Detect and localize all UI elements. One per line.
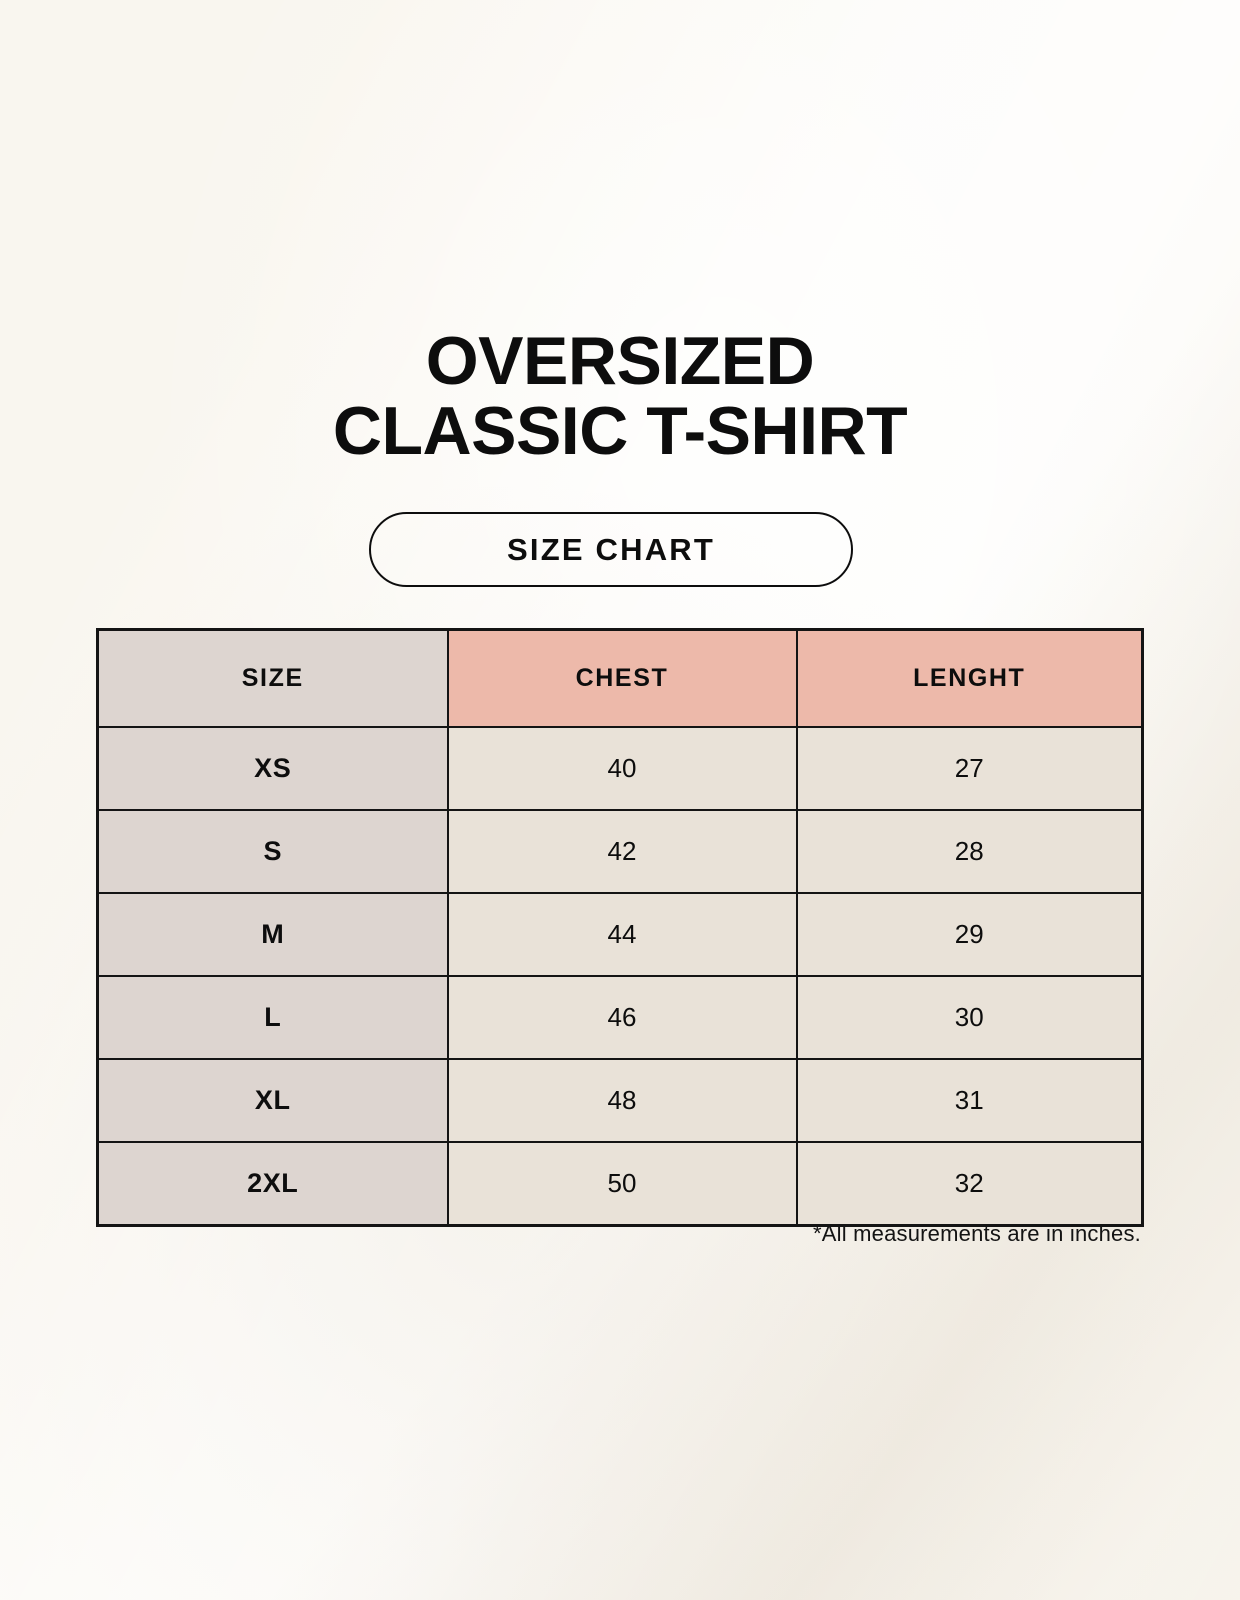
cell-chest: 44 bbox=[446, 892, 798, 977]
table-row: XS 40 27 bbox=[96, 726, 1144, 811]
cell-length: 29 bbox=[795, 892, 1144, 977]
measurement-unit-note: *All measurements are in inches. bbox=[813, 1221, 1141, 1246]
cell-length: 32 bbox=[795, 1141, 1144, 1227]
size-chart-table: SIZE CHEST LENGHT XS 40 27 S 42 28 M bbox=[96, 628, 1144, 1227]
cell-length: 27 bbox=[795, 726, 1144, 811]
table-row: L 46 30 bbox=[96, 975, 1144, 1060]
cell-chest: 42 bbox=[446, 809, 798, 894]
cell-length: 30 bbox=[795, 975, 1144, 1060]
table-row: S 42 28 bbox=[96, 809, 1144, 894]
page-title-line-2: CLASSIC T-SHIRT bbox=[332, 393, 908, 470]
cell-size: S bbox=[96, 809, 449, 894]
cell-chest: 50 bbox=[446, 1141, 798, 1227]
table-row: XL 48 31 bbox=[96, 1058, 1144, 1143]
cell-size: L bbox=[96, 975, 449, 1060]
table-row: M 44 29 bbox=[96, 892, 1144, 977]
column-header-length: LENGHT bbox=[795, 628, 1144, 728]
cell-length: 31 bbox=[795, 1058, 1144, 1143]
table-header-row: SIZE CHEST LENGHT bbox=[96, 628, 1144, 728]
page-title-line-1: OVERSIZED bbox=[425, 323, 815, 399]
cell-length: 28 bbox=[795, 809, 1144, 894]
cell-size: XS bbox=[96, 726, 449, 811]
cell-size: M bbox=[96, 892, 449, 977]
size-chart-table-wrapper: SIZE CHEST LENGHT XS 40 27 S 42 28 M bbox=[96, 628, 1144, 1227]
cell-chest: 40 bbox=[446, 726, 798, 811]
cell-chest: 48 bbox=[446, 1058, 798, 1143]
cell-chest: 46 bbox=[446, 975, 798, 1060]
column-header-chest: CHEST bbox=[446, 628, 798, 728]
table-row: 2XL 50 32 bbox=[96, 1141, 1144, 1227]
column-header-size: SIZE bbox=[96, 628, 449, 728]
page-title: OVERSIZED CLASSIC T-SHIRT bbox=[0, 326, 1240, 466]
size-chart-pill-label: SIZE CHART bbox=[369, 512, 853, 587]
cell-size: 2XL bbox=[96, 1141, 449, 1227]
cell-size: XL bbox=[96, 1058, 449, 1143]
